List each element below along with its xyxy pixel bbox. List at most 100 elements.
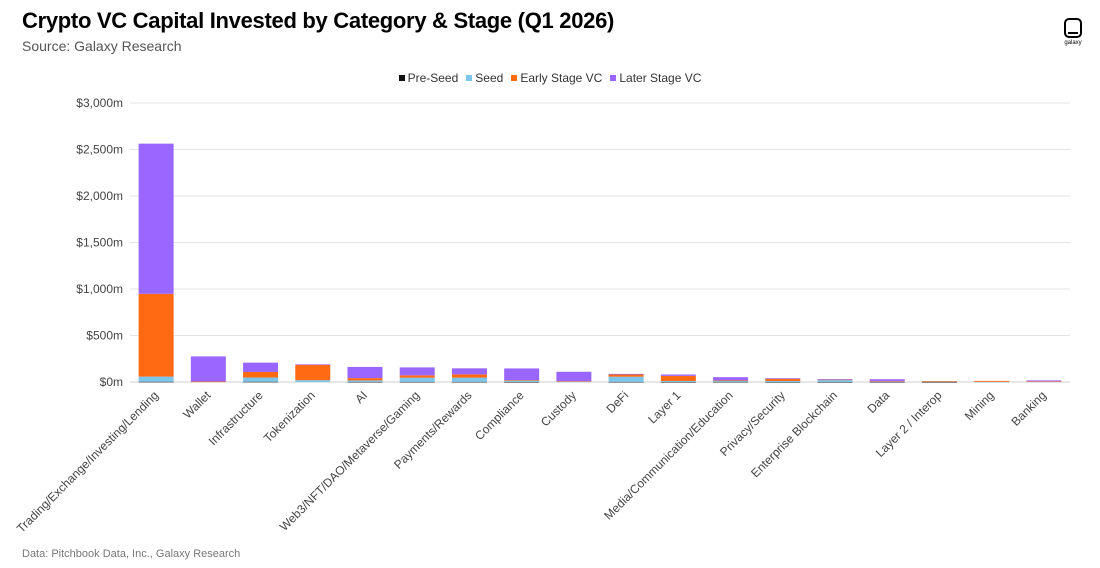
bar-segment [1026, 380, 1062, 382]
bar-segment [1026, 381, 1062, 382]
legend-item: Pre-Seed [398, 71, 459, 85]
x-tick-label: Infrastructure [206, 388, 266, 448]
bar-segment [295, 364, 331, 381]
bar-segment [399, 375, 435, 378]
x-tick-label: Wallet [180, 388, 214, 422]
x-tick-label: Enterprise Blockchain [748, 388, 840, 480]
bar-segment [974, 381, 1010, 383]
bar-segment [660, 375, 696, 381]
bar-segment [399, 377, 435, 382]
bar-segment [347, 378, 383, 381]
bar-segment [765, 378, 801, 379]
bar-segment [138, 143, 174, 294]
bar-segment [347, 380, 383, 382]
galaxy-logo-icon [1064, 18, 1082, 38]
legend-swatch [511, 75, 518, 81]
x-tick-label: Layer 1 [645, 388, 683, 426]
bar-segment [556, 371, 592, 382]
bar-segment [660, 381, 696, 383]
bar-segment [399, 367, 435, 376]
x-tick-label: Custody [538, 388, 579, 429]
bar-segment [504, 368, 540, 381]
bar-segment [765, 378, 801, 381]
legend-swatch [398, 75, 405, 81]
legend-item: Early Stage VC [511, 71, 602, 85]
bar-segment [451, 381, 487, 383]
bar-segment [451, 368, 487, 375]
bar-segment [295, 364, 331, 365]
bar-segment [869, 379, 905, 382]
bar-segment [138, 376, 174, 382]
bar-segment [451, 374, 487, 378]
bar-segment [504, 380, 540, 382]
x-tick-label: Compliance [472, 388, 527, 443]
bar-segment [608, 373, 644, 375]
x-tick-label: Data [865, 388, 893, 416]
chart-subtitle: Source: Galaxy Research [22, 38, 182, 54]
y-tick-label: $0m [100, 375, 123, 389]
bar-segment [138, 381, 174, 383]
legend-item: Later Stage VC [610, 71, 701, 85]
bar-segment [713, 377, 749, 381]
x-tick-label: AI [352, 388, 370, 406]
bar-segment [347, 381, 383, 383]
y-tick-label: $2,500m [76, 143, 123, 157]
data-source-note: Data: Pitchbook Data, Inc., Galaxy Resea… [22, 548, 241, 560]
bar-segment [295, 380, 331, 382]
bar-segment [190, 356, 226, 382]
bar-segment [243, 371, 279, 378]
bar-segment [765, 380, 801, 382]
bar-segment [660, 374, 696, 376]
bar-segment [921, 381, 957, 383]
legend-label: Pre-Seed [407, 71, 459, 85]
galaxy-logo: galaxy [1060, 18, 1086, 46]
chart-legend: Pre-Seed Seed Early Stage VC Later Stage VC [0, 71, 1100, 85]
y-tick-label: $500m [86, 329, 123, 343]
bar-segment [869, 381, 905, 383]
bar-segment [660, 380, 696, 382]
bar-segment [713, 381, 749, 383]
x-tick-label: DeFi [603, 388, 631, 416]
bar-segment [556, 381, 592, 382]
bar-segment [974, 380, 1010, 382]
bar-segment [817, 380, 853, 382]
bar-segment [451, 377, 487, 382]
bar-segment [713, 380, 749, 382]
bar-segment [556, 381, 592, 383]
bar-segment [921, 380, 957, 382]
y-tick-label: $2,000m [76, 189, 123, 203]
bar-segment [608, 381, 644, 383]
bar-segment [399, 381, 435, 383]
legend-label: Later Stage VC [619, 71, 702, 85]
bar-segment [608, 374, 644, 377]
bar-segment [243, 377, 279, 382]
legend-label: Early Stage VC [520, 71, 603, 85]
bar-segment [765, 381, 801, 383]
legend-swatch [466, 75, 473, 81]
bar-segment [347, 366, 383, 379]
bar-segment [504, 381, 540, 383]
galaxy-logo-text: galaxy [1064, 40, 1082, 46]
bar-segment [504, 380, 540, 381]
legend-item: Seed [466, 71, 503, 85]
bar-segment [817, 379, 853, 381]
chart-title: Crypto VC Capital Invested by Category &… [22, 8, 615, 33]
bar-segment [190, 381, 226, 383]
bar-segment [869, 381, 905, 382]
bar-segment [608, 376, 644, 382]
bar-segment [138, 293, 174, 377]
y-tick-label: $3,000m [76, 96, 123, 110]
x-tick-label: Tokenization [261, 388, 318, 445]
bar-segment [243, 381, 279, 383]
legend-swatch [610, 75, 617, 81]
x-tick-label: Mining [962, 388, 997, 423]
bar-segment [817, 379, 853, 380]
y-tick-label: $1,000m [76, 282, 123, 296]
bar-segment [243, 362, 279, 372]
y-tick-label: $1,500m [76, 236, 123, 250]
x-tick-label: Trading/Exchange/Investing/Lending [14, 388, 161, 535]
bar-segment [817, 381, 853, 383]
x-tick-label: Banking [1008, 388, 1049, 429]
bar-segment [713, 380, 749, 382]
